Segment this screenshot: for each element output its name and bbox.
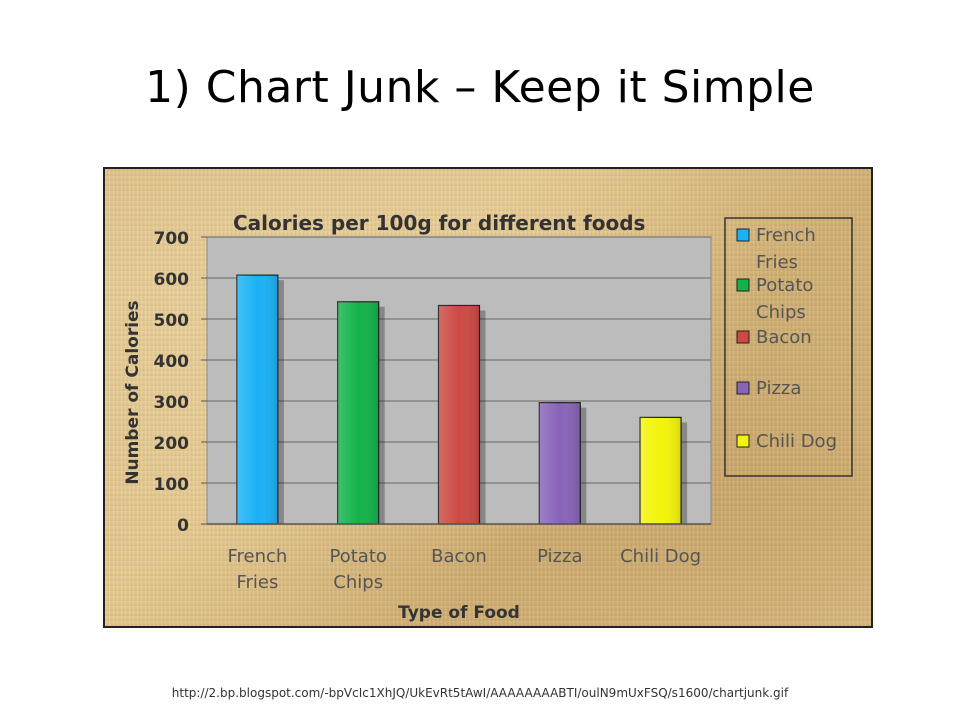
x-tick-label: Potato xyxy=(330,546,387,567)
axes: 0 100 200 300 400 500 600 700 French Fries Potato C… xyxy=(154,229,711,593)
legend-label: Chips xyxy=(756,302,806,323)
y-tick-label: 0 xyxy=(177,516,189,536)
y-tick-label: 600 xyxy=(154,270,190,290)
bar-chart: 0100200300400500600700FrenchFriesPotatoC… xyxy=(123,211,853,623)
y-tick-label: 400 xyxy=(154,352,190,372)
legend-label: Chili Dog xyxy=(756,431,837,452)
x-tick-label: Fries xyxy=(236,572,278,593)
bar-highlight xyxy=(640,417,682,524)
y-tick-label: 200 xyxy=(154,434,190,454)
legend-swatch xyxy=(736,330,750,344)
x-axis-label: Type of Food xyxy=(398,603,520,623)
x-tick-label: Pizza xyxy=(537,546,582,567)
legend-swatch xyxy=(736,434,750,448)
legend-label: Pizza xyxy=(756,378,801,399)
bar-highlight xyxy=(539,402,581,524)
chart-title: Calories per 100g for different foods xyxy=(233,211,645,235)
x-tick-label: Chips xyxy=(333,572,383,593)
legend-label: Fries xyxy=(756,252,798,273)
bar-highlight xyxy=(337,301,379,524)
y-axis-label: Number of Calories xyxy=(123,300,143,484)
legend-swatch xyxy=(736,278,750,292)
x-tick-label: Chili Dog xyxy=(620,546,701,567)
y-tick-label: 700 xyxy=(154,229,190,249)
legend-swatch xyxy=(736,228,750,242)
legend-label: Potato xyxy=(756,275,813,296)
legend-swatch xyxy=(736,381,750,395)
x-tick-label: Bacon xyxy=(431,546,487,567)
legend-label: Bacon xyxy=(756,327,812,348)
source-url: http://2.bp.blogspot.com/-bpVcIc1XhJQ/Uk… xyxy=(171,686,789,700)
bars xyxy=(236,274,688,525)
bar-highlight xyxy=(438,305,480,524)
x-tick-label: French xyxy=(227,546,287,567)
legend-box xyxy=(724,217,853,477)
legend-label: French xyxy=(756,225,816,246)
chart-frame: 0 100 200 300 400 500 600 700 French Fries Potato C… xyxy=(103,167,873,628)
slide-title: 1) Chart Junk – Keep it Simple xyxy=(145,62,815,113)
y-tick-label: 500 xyxy=(154,311,190,331)
y-tick-label: 100 xyxy=(154,475,190,495)
y-tick-label: 300 xyxy=(154,393,190,413)
bar-highlight xyxy=(236,275,278,524)
